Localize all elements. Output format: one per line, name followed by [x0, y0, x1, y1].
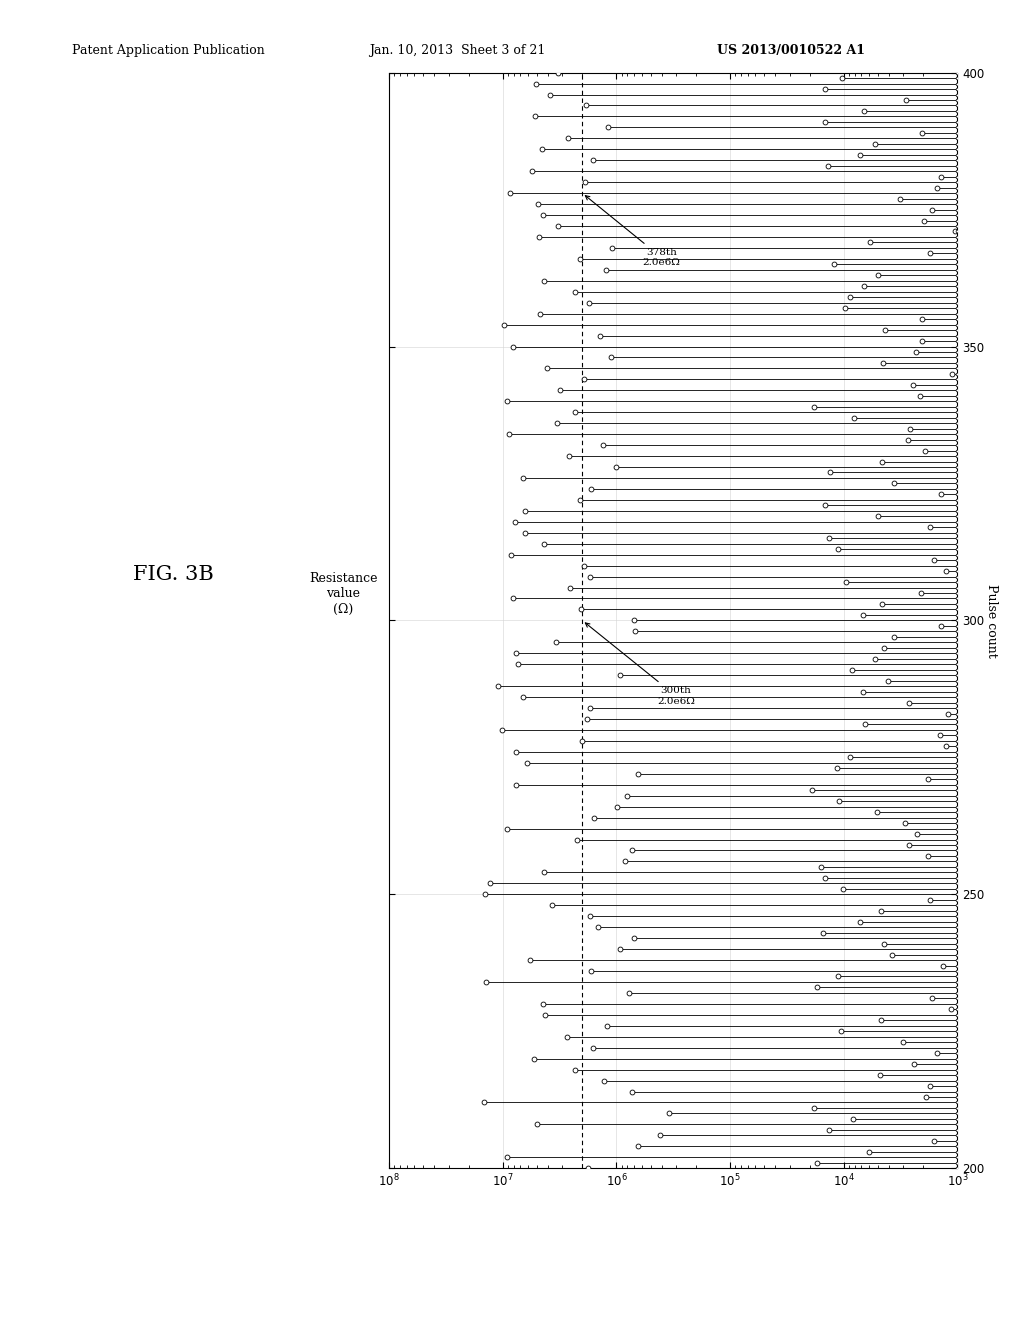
Text: Resistance
value
(Ω): Resistance value (Ω)	[309, 573, 377, 615]
Text: FIG. 3B: FIG. 3B	[133, 565, 214, 583]
Text: Jan. 10, 2013  Sheet 3 of 21: Jan. 10, 2013 Sheet 3 of 21	[369, 44, 545, 57]
Text: Patent Application Publication: Patent Application Publication	[72, 44, 264, 57]
Y-axis label: Pulse count: Pulse count	[985, 583, 998, 657]
Text: US 2013/0010522 A1: US 2013/0010522 A1	[717, 44, 865, 57]
Text: 300th
2.0e6Ω: 300th 2.0e6Ω	[586, 623, 695, 705]
Text: 378th
2.0e6Ω: 378th 2.0e6Ω	[586, 195, 681, 267]
